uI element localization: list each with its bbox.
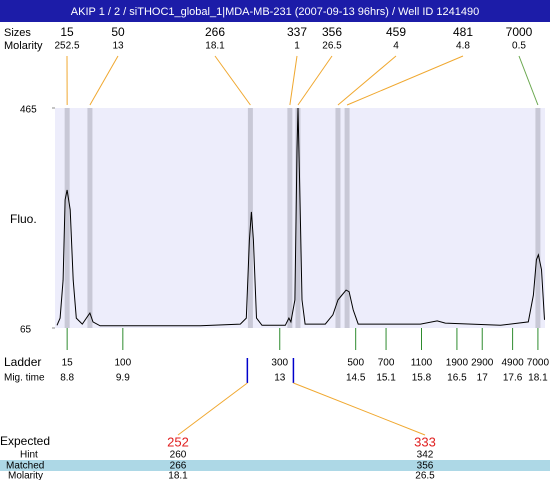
peak-size: 356 bbox=[322, 25, 342, 39]
ladder-time: 9.9 bbox=[116, 373, 130, 384]
y-tick-label: 65 bbox=[20, 325, 32, 336]
peak-band bbox=[247, 108, 253, 328]
matched-value: 356 bbox=[417, 461, 434, 472]
molarity-row-label: Molarity bbox=[4, 40, 43, 52]
ladder-size: 1100 bbox=[411, 358, 433, 369]
peak-size: 7000 bbox=[506, 25, 533, 39]
peak-molarity: 26.5 bbox=[322, 41, 342, 52]
ladder-size: 1900 bbox=[446, 358, 469, 369]
peak-band bbox=[87, 108, 93, 328]
chart-title: AKIP 1 / 2 / siTHOC1_global_1|MDA-MB-231… bbox=[71, 6, 479, 18]
hint-value: 260 bbox=[170, 450, 187, 461]
ladder-size: 4900 bbox=[501, 358, 524, 369]
peak-size: 15 bbox=[60, 25, 74, 39]
y-tick-label: 465 bbox=[20, 105, 37, 116]
peak-molarity: 4.8 bbox=[456, 41, 470, 52]
matched-label: Matched bbox=[6, 461, 44, 472]
expected-leader bbox=[177, 382, 248, 436]
ladder-size: 15 bbox=[62, 358, 74, 369]
peak-size: 50 bbox=[111, 25, 125, 39]
ladder-time: 17.6 bbox=[503, 373, 523, 384]
mig-time-label: Mig. time bbox=[4, 373, 45, 384]
ladder-size: 500 bbox=[347, 358, 364, 369]
ladder-size: 300 bbox=[271, 358, 288, 369]
peak-leader bbox=[89, 55, 119, 106]
ladder-label: Ladder bbox=[4, 355, 41, 369]
ladder-size: 100 bbox=[114, 358, 131, 369]
peak-leader bbox=[518, 55, 539, 106]
expected-size: 252 bbox=[167, 434, 189, 449]
peak-band bbox=[344, 108, 350, 328]
ladder-time: 8.8 bbox=[60, 373, 74, 384]
expected-molarity: 18.1 bbox=[168, 471, 188, 480]
expected-label: Expected bbox=[0, 434, 50, 448]
expected-molarity: 26.5 bbox=[415, 471, 435, 480]
y-axis-label: Fluo. bbox=[10, 212, 37, 226]
ladder-size: 7000 bbox=[527, 358, 550, 369]
ladder-size: 700 bbox=[378, 358, 395, 369]
ladder-time: 18.1 bbox=[528, 373, 548, 384]
peak-size: 459 bbox=[386, 25, 406, 39]
peak-size: 266 bbox=[205, 25, 225, 39]
peak-leader bbox=[214, 55, 251, 106]
ladder-time: 14.5 bbox=[346, 373, 366, 384]
matched-row-bg bbox=[0, 460, 550, 471]
hint-value: 342 bbox=[417, 450, 434, 461]
peak-size: 337 bbox=[287, 25, 307, 39]
peak-molarity: 18.1 bbox=[205, 41, 225, 52]
peak-size: 481 bbox=[453, 25, 473, 39]
peak-molarity: 0.5 bbox=[512, 41, 526, 52]
expected-size: 333 bbox=[414, 434, 436, 449]
expected-molarity-label: Molarity bbox=[8, 471, 43, 480]
peak-leader bbox=[289, 55, 298, 106]
size-row-label: Sizes bbox=[4, 27, 31, 39]
ladder-time: 17 bbox=[477, 373, 489, 384]
ladder-time: 16.5 bbox=[447, 373, 467, 384]
peak-leader bbox=[337, 55, 397, 106]
title-bar bbox=[0, 0, 550, 22]
peak-band bbox=[287, 108, 293, 328]
peak-band bbox=[335, 108, 341, 328]
peak-band bbox=[64, 108, 70, 328]
matched-value: 266 bbox=[170, 461, 187, 472]
peak-leader bbox=[297, 55, 333, 106]
peak-molarity: 4 bbox=[393, 41, 399, 52]
ladder-size: 2900 bbox=[471, 358, 494, 369]
ladder-time: 13 bbox=[274, 373, 286, 384]
peak-band bbox=[295, 108, 301, 328]
peak-molarity: 1 bbox=[294, 41, 300, 52]
peak-leader bbox=[346, 55, 464, 106]
ladder-time: 15.8 bbox=[412, 373, 432, 384]
trace bbox=[56, 107, 545, 327]
peak-molarity: 13 bbox=[112, 41, 124, 52]
ladder-time: 15.1 bbox=[376, 373, 396, 384]
hint-label: Hint bbox=[20, 450, 38, 461]
expected-leader bbox=[293, 382, 426, 436]
peak-band bbox=[535, 108, 541, 328]
peak-molarity: 252.5 bbox=[54, 41, 79, 52]
